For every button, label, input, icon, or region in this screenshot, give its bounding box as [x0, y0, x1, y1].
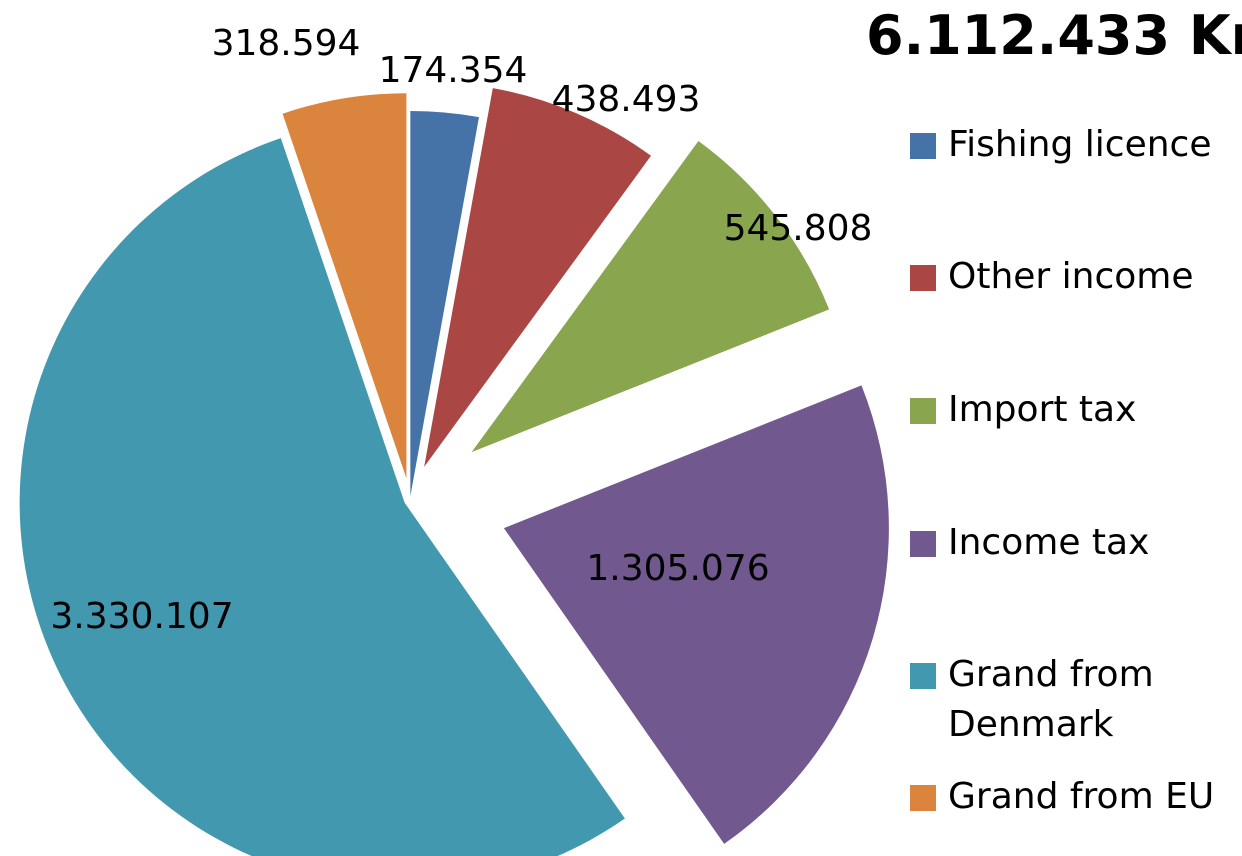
data-label-import-tax: 545.808	[724, 208, 873, 249]
data-label-grand-from-eu: 318.594	[212, 23, 361, 64]
legend-swatch	[910, 531, 936, 557]
legend-item-fishing-licence: Fishing licence	[910, 120, 1238, 170]
pie-slice-grand-from-eu	[282, 93, 407, 479]
pie-slice-income-tax	[503, 385, 889, 844]
legend-swatch	[910, 133, 936, 159]
data-label-other-income: 438.493	[552, 79, 701, 120]
legend-label: Other income	[948, 256, 1194, 297]
legend-item-other-income: Other income	[910, 252, 1238, 302]
legend-label: Income tax	[948, 522, 1150, 563]
pie-slice-import-tax	[471, 141, 830, 453]
chart-title: 6.112.433 Kr.	[866, 4, 1242, 67]
pie-chart: 174.354 438.493 545.808 1.305.076 3.330.107 3…	[19, 23, 889, 856]
legend-label: Fishing licence	[948, 124, 1212, 165]
legend-swatch	[910, 785, 936, 811]
pie-slice-other-income	[424, 88, 651, 467]
legend-item-grand-from-denmark: Grand from Denmark	[910, 650, 1238, 750]
pie-slice-fishing-licence	[410, 111, 479, 497]
legend-label: Grand from EU	[948, 776, 1215, 817]
legend-swatch	[910, 398, 936, 424]
legend-label: Grand from Denmark	[948, 654, 1154, 745]
legend-swatch	[910, 663, 936, 689]
data-label-fishing-licence: 174.354	[379, 50, 528, 91]
legend-item-import-tax: Import tax	[910, 385, 1238, 435]
pie-slice-grand-from-denmark	[19, 138, 625, 856]
legend-label: Import tax	[948, 389, 1137, 430]
data-label-grand-from-denmark: 3.330.107	[50, 596, 233, 637]
data-label-income-tax: 1.305.076	[586, 548, 769, 589]
legend-item-income-tax: Income tax	[910, 518, 1238, 568]
legend-swatch	[910, 265, 936, 291]
legend-item-grand-from-eu: Grand from EU	[910, 772, 1238, 822]
